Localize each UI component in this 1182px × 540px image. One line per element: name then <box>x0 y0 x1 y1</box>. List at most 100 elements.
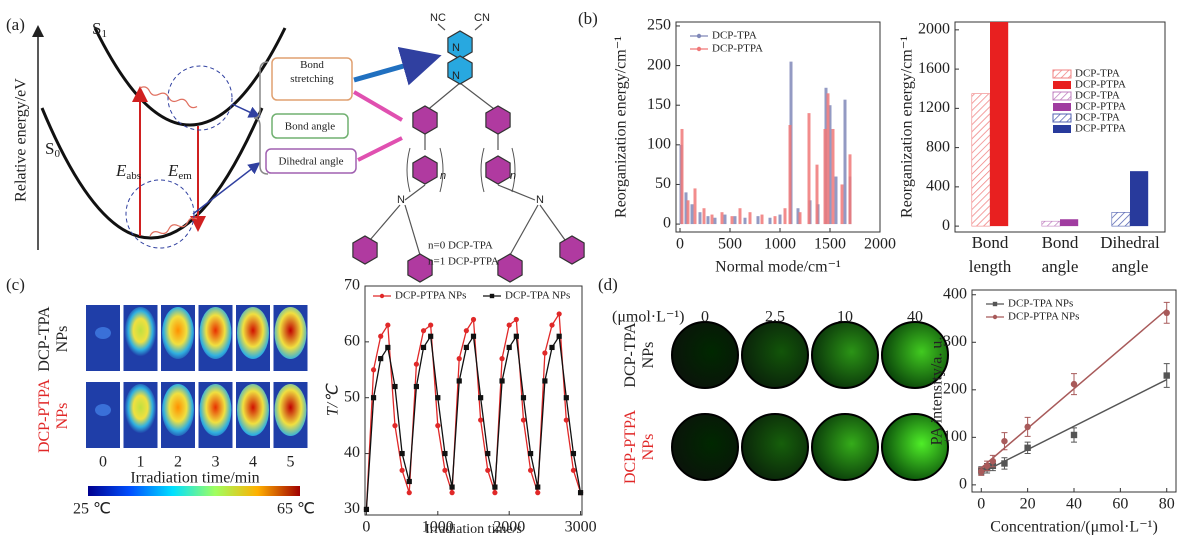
y-tick-label: 100 <box>943 428 967 445</box>
x-tick-label: 500 <box>718 236 742 253</box>
hot-spot <box>95 327 111 339</box>
marker <box>696 46 702 52</box>
x-tick-label: 1000 <box>422 519 454 536</box>
error-cap <box>1071 373 1077 396</box>
error-cap <box>978 467 985 476</box>
marker <box>542 378 548 384</box>
legend-label: DCP-TPA NPs <box>505 290 570 302</box>
y-tick-label: 800 <box>926 138 950 155</box>
mode-label: Bond stretching <box>290 59 334 85</box>
text-line: DCP-PTPA <box>36 379 53 454</box>
plot-frame <box>954 21 1166 233</box>
marker <box>435 395 441 401</box>
marker <box>413 383 419 390</box>
marker <box>549 322 555 328</box>
text-line: Bond <box>300 59 324 71</box>
panel-a: (a) Relative energy/eV S1 S0 Eabs Eem Bo… <box>6 12 585 283</box>
marker <box>385 322 391 328</box>
state-main: S <box>92 19 101 38</box>
text-line: stretching <box>290 73 334 85</box>
x-axis-title: Concentration/(μmol·L⁻¹) <box>990 519 1158 536</box>
y-tick-label: 1600 <box>918 60 950 77</box>
marker <box>992 301 998 307</box>
marker <box>1070 431 1078 439</box>
text-line: DCP-PTPA <box>622 410 639 485</box>
x-axis-title: Irradiation time/s <box>425 522 522 537</box>
color-bar <box>88 486 300 496</box>
marker <box>570 450 577 457</box>
ring <box>352 235 378 265</box>
bar <box>698 212 702 225</box>
bar <box>990 22 1009 227</box>
x-tick-label: 80 <box>1159 496 1175 513</box>
mode-box <box>271 113 349 139</box>
row-label: DCP-PTPANPs <box>36 379 71 454</box>
ring <box>407 253 433 283</box>
panel-label: (d) <box>598 275 618 294</box>
relaxation-wave <box>149 217 198 237</box>
marker <box>442 450 448 457</box>
ring <box>559 235 585 265</box>
error-cap <box>1071 427 1077 443</box>
bar <box>743 217 747 225</box>
mode-box <box>271 57 353 101</box>
x-tick-label: 1000 <box>764 236 796 253</box>
bar <box>1060 219 1079 227</box>
error-cap <box>984 460 991 472</box>
marker <box>392 423 398 429</box>
hot-spot <box>274 307 307 359</box>
bar <box>690 204 694 225</box>
molecule-legend: n=1 DCP-PTPA <box>428 256 499 268</box>
bar <box>823 128 827 225</box>
marker <box>420 344 427 351</box>
concentration-label: 10 <box>837 309 853 326</box>
x-tick-label: Bond angle <box>1042 233 1079 276</box>
marker <box>535 490 541 496</box>
marker <box>379 293 385 299</box>
marker <box>420 328 427 334</box>
bar <box>720 212 724 225</box>
concentration-label: 40 <box>907 309 923 326</box>
time-label: 5 <box>287 454 295 471</box>
hot-spot <box>95 404 111 416</box>
ring <box>447 55 473 85</box>
x-tick-label: Dihedral angle <box>1100 233 1160 276</box>
legend-label: DCP-TPA <box>1075 68 1120 80</box>
marker <box>1024 444 1031 451</box>
marker <box>485 450 491 457</box>
atom-label: N <box>536 194 544 206</box>
marker <box>506 344 512 351</box>
legend-label: DCP-PTPA <box>1075 123 1126 135</box>
hot-spot <box>124 307 157 359</box>
marker <box>370 395 377 401</box>
dashed-circle <box>167 65 233 131</box>
bond <box>369 23 566 256</box>
y-tick-label: 0 <box>942 217 950 234</box>
y-tick-label: 0 <box>663 215 671 232</box>
marker <box>492 484 498 490</box>
y-tick-label: 200 <box>943 380 967 397</box>
marker <box>399 450 405 457</box>
marker <box>378 333 384 339</box>
bar <box>783 208 787 225</box>
text-line: NPs <box>640 342 657 369</box>
y-tick-label: 30 <box>344 500 360 517</box>
mode-label: Bond angle <box>285 121 336 133</box>
e-main: E <box>115 161 127 180</box>
concentration-label: 0 <box>701 309 709 326</box>
marker <box>983 462 991 470</box>
marker <box>1070 380 1078 388</box>
atom-label: NC <box>430 12 446 24</box>
bar <box>706 216 710 225</box>
marker <box>542 350 548 356</box>
error-cap <box>1024 416 1031 437</box>
marker <box>478 417 484 423</box>
marker <box>470 316 477 323</box>
y-tick-label: 300 <box>943 333 967 350</box>
bar <box>693 188 697 225</box>
x-axis-title: Normal mode/cm⁻¹ <box>715 259 841 276</box>
marker <box>392 383 398 390</box>
e-main: E <box>167 161 179 180</box>
legend-swatch <box>1052 69 1072 79</box>
scale-label: 65 ℃ <box>277 501 315 518</box>
